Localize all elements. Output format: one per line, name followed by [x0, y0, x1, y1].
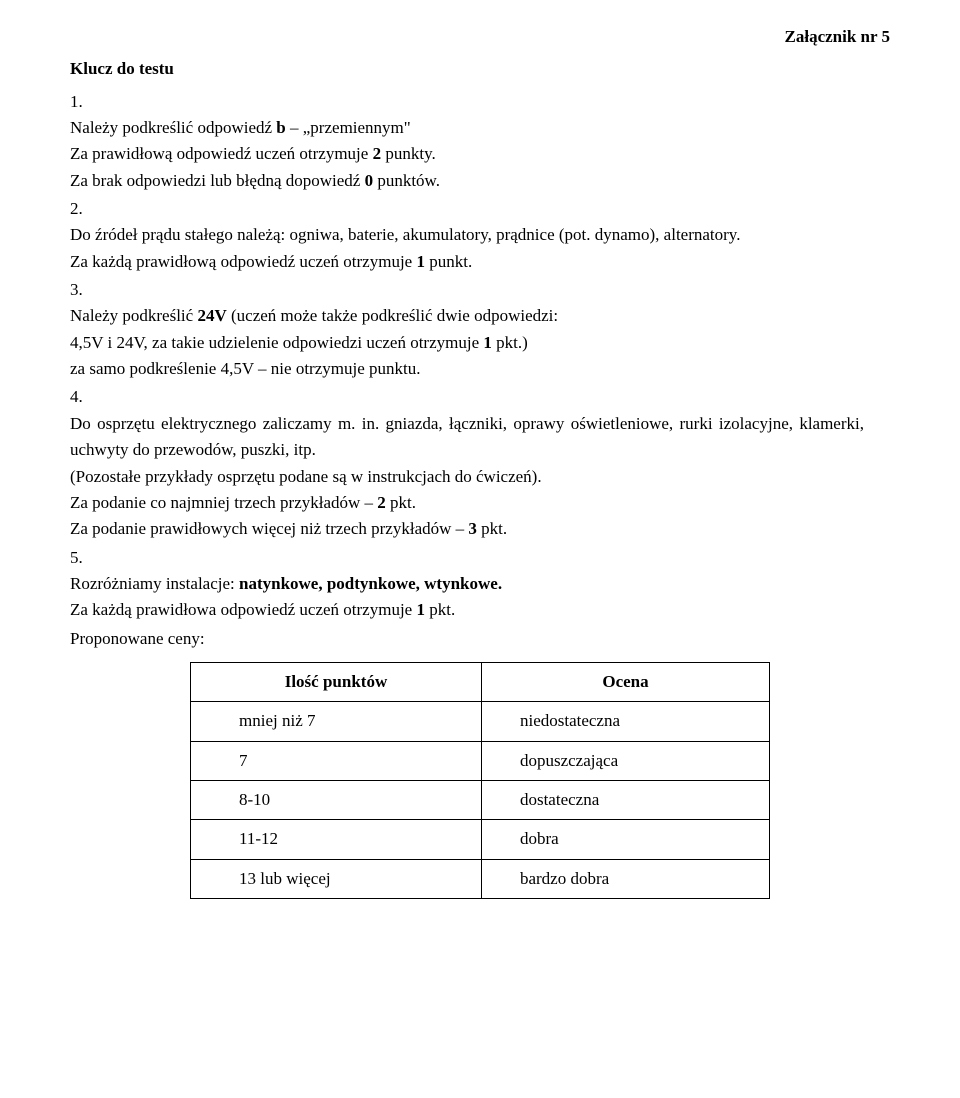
table-row: 11-12 dobra	[191, 820, 770, 859]
bold: 1	[483, 333, 492, 352]
bold: 2	[373, 144, 382, 163]
item-1: 1. Należy podkreślić odpowiedź b – „prze…	[70, 89, 890, 194]
item-4-num: 4.	[70, 384, 96, 410]
text: pkt.	[386, 493, 416, 512]
text: Za każdą prawidłową odpowiedź uczeń otrz…	[70, 252, 416, 271]
text: – „przemiennym"	[286, 118, 411, 137]
text: 4,5V i 24V, za takie udzielenie odpowied…	[70, 333, 483, 352]
points-cell: mniej niż 7	[191, 702, 482, 741]
points-cell: 13 lub więcej	[191, 859, 482, 898]
item-2-body: Do źródeł prądu stałego należą: ogniwa, …	[70, 222, 864, 275]
text: Za podanie prawidłowych więcej niż trzec…	[70, 519, 468, 538]
text: Należy podkreślić	[70, 306, 197, 325]
item-3-line: Należy podkreślić 24V (uczeń może także …	[70, 303, 864, 329]
item-5-num: 5.	[70, 545, 96, 571]
item-5-body: Rozróżniamy instalacje: natynkowe, podty…	[70, 571, 864, 624]
answer-key-list: 1. Należy podkreślić odpowiedź b – „prze…	[70, 89, 890, 624]
points-cell: 11-12	[191, 820, 482, 859]
table-row: 13 lub więcej bardzo dobra	[191, 859, 770, 898]
table-header-row: Ilość punktów Ocena	[191, 662, 770, 701]
item-1-scoring-2: Za brak odpowiedzi lub błędną dopowiedź …	[70, 168, 864, 194]
text: Za każdą prawidłowa odpowiedź uczeń otrz…	[70, 600, 416, 619]
text: punktów.	[373, 171, 440, 190]
item-3-num: 3.	[70, 277, 96, 303]
text: punkt.	[425, 252, 472, 271]
bold: b	[276, 118, 285, 137]
attachment-label: Załącznik nr 5	[70, 24, 890, 50]
item-1-line: Należy podkreślić odpowiedź b – „przemie…	[70, 115, 864, 141]
grade-cell: niedostateczna	[481, 702, 769, 741]
item-3: 3. Należy podkreślić 24V (uczeń może tak…	[70, 277, 890, 382]
item-4-scoring-1: Za podanie co najmniej trzech przykładów…	[70, 490, 864, 516]
text: Za brak odpowiedzi lub błędną dopowiedź	[70, 171, 365, 190]
points-cell: 7	[191, 741, 482, 780]
grades-table: Ilość punktów Ocena mniej niż 7 niedosta…	[190, 662, 770, 899]
item-2-num: 2.	[70, 196, 96, 222]
col-points: Ilość punktów	[191, 662, 482, 701]
item-4-line: Do osprzętu elektrycznego zaliczamy m. i…	[70, 411, 864, 464]
item-2: 2. Do źródeł prądu stałego należą: ogniw…	[70, 196, 890, 275]
text: pkt.)	[492, 333, 528, 352]
item-5-line: Rozróżniamy instalacje: natynkowe, podty…	[70, 571, 864, 597]
bold: 1	[416, 600, 425, 619]
table-row: 7 dopuszczająca	[191, 741, 770, 780]
document-title: Klucz do testu	[70, 56, 890, 82]
grade-cell: dopuszczająca	[481, 741, 769, 780]
item-4-body: Do osprzętu elektrycznego zaliczamy m. i…	[70, 411, 864, 543]
text: pkt.	[477, 519, 507, 538]
grade-cell: dobra	[481, 820, 769, 859]
bold: 2	[377, 493, 386, 512]
bold: 0	[365, 171, 374, 190]
item-4: 4. Do osprzętu elektrycznego zaliczamy m…	[70, 384, 890, 542]
item-5-scoring: Za każdą prawidłowa odpowiedź uczeń otrz…	[70, 597, 864, 623]
item-3-scoring-2: za samo podkreślenie 4,5V – nie otrzymuj…	[70, 356, 864, 382]
proposed-grades-label: Proponowane ceny:	[70, 626, 890, 652]
item-1-num: 1.	[70, 89, 96, 115]
item-1-scoring-1: Za prawidłową odpowiedź uczeń otrzymuje …	[70, 141, 864, 167]
text: punkty.	[381, 144, 436, 163]
text: Za prawidłową odpowiedź uczeń otrzymuje	[70, 144, 373, 163]
col-grade: Ocena	[481, 662, 769, 701]
grade-cell: dostateczna	[481, 780, 769, 819]
text: Za podanie co najmniej trzech przykładów…	[70, 493, 377, 512]
item-5: 5. Rozróżniamy instalacje: natynkowe, po…	[70, 545, 890, 624]
item-3-scoring-1: 4,5V i 24V, za takie udzielenie odpowied…	[70, 330, 864, 356]
text: (uczeń może także podkreślić dwie odpowi…	[227, 306, 558, 325]
grade-cell: bardzo dobra	[481, 859, 769, 898]
text: Rozróżniamy instalacje:	[70, 574, 239, 593]
table-row: mniej niż 7 niedostateczna	[191, 702, 770, 741]
item-2-line: Do źródeł prądu stałego należą: ogniwa, …	[70, 222, 864, 248]
page: Załącznik nr 5 Klucz do testu 1. Należy …	[0, 0, 960, 1098]
bold: natynkowe, podtynkowe, wtynkowe.	[239, 574, 502, 593]
bold: 3	[468, 519, 477, 538]
bold: 24V	[197, 306, 226, 325]
bold: 1	[416, 252, 425, 271]
item-2-scoring: Za każdą prawidłową odpowiedź uczeń otrz…	[70, 249, 864, 275]
item-4-note: (Pozostałe przykłady osprzętu podane są …	[70, 464, 864, 490]
item-3-body: Należy podkreślić 24V (uczeń może także …	[70, 303, 864, 382]
text: pkt.	[425, 600, 455, 619]
points-cell: 8-10	[191, 780, 482, 819]
item-1-body: Należy podkreślić odpowiedź b – „przemie…	[70, 115, 864, 194]
item-4-scoring-2: Za podanie prawidłowych więcej niż trzec…	[70, 516, 864, 542]
text: Należy podkreślić odpowiedź	[70, 118, 276, 137]
table-row: 8-10 dostateczna	[191, 780, 770, 819]
